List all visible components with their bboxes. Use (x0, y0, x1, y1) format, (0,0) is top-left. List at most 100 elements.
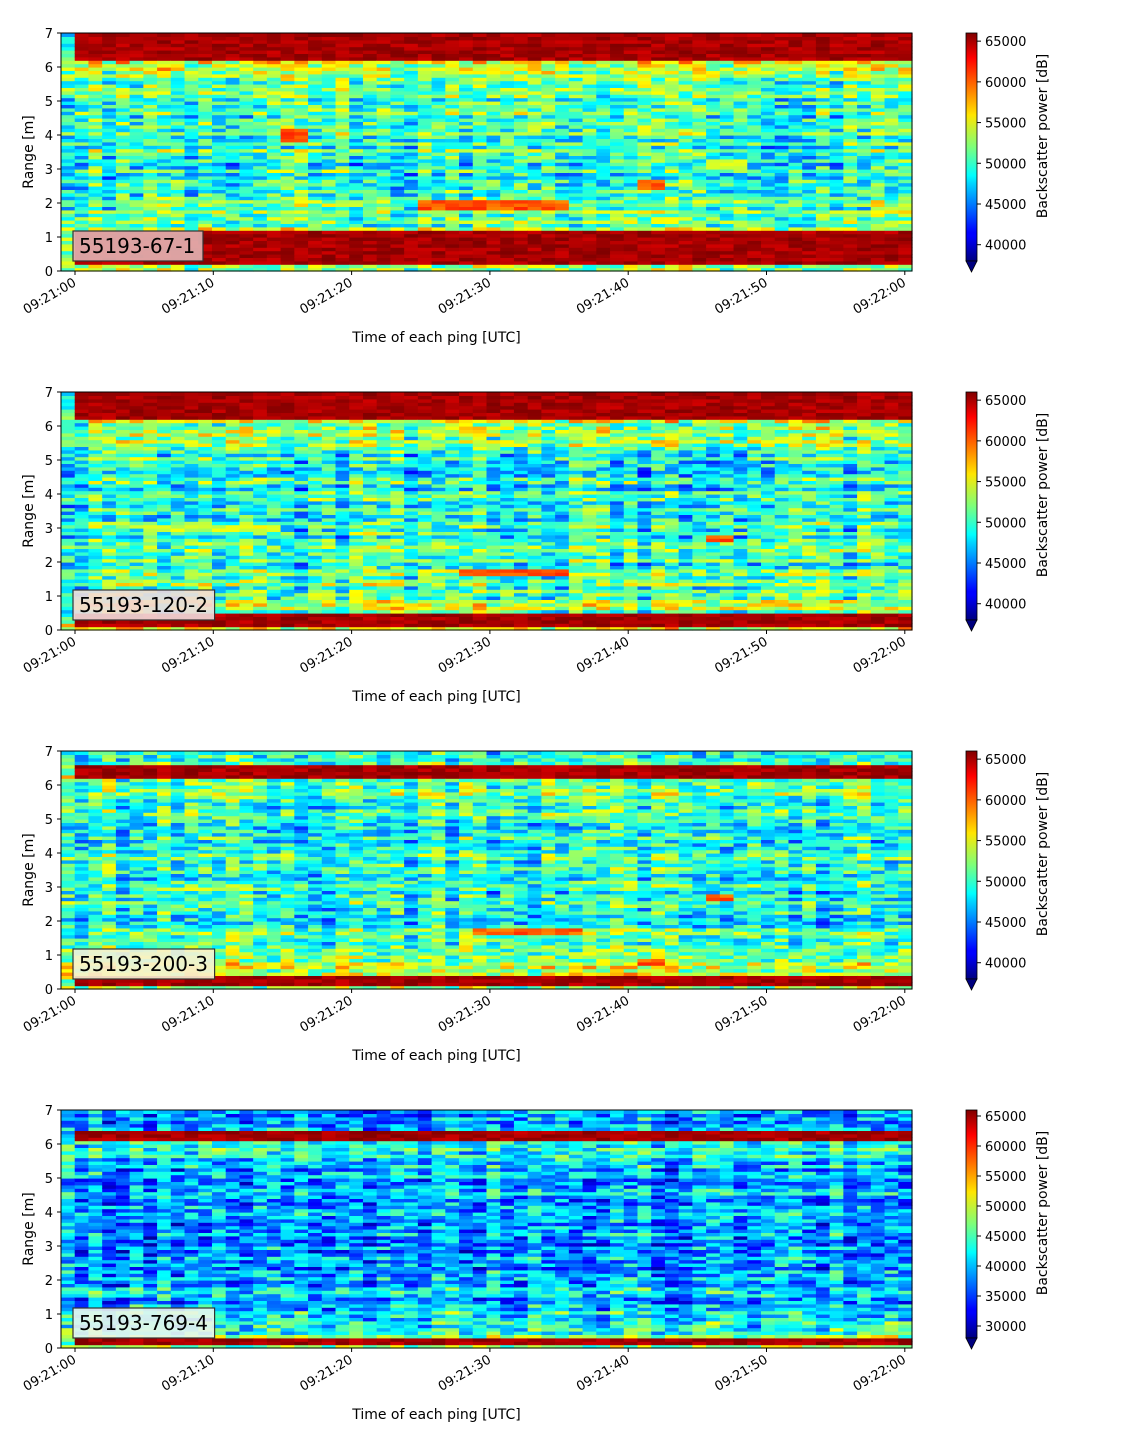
heatmap-cell (129, 223, 144, 228)
heatmap-cell (472, 114, 488, 119)
heatmap-cell (541, 247, 556, 252)
heatmap-cell (500, 189, 515, 194)
heatmap-cell (555, 209, 570, 214)
heatmap-cell (253, 60, 268, 65)
heatmap-cell (815, 250, 831, 255)
heatmap-cell (115, 162, 131, 167)
heatmap-cell (486, 203, 501, 207)
heatmap-cell (376, 182, 392, 187)
heatmap-cell (692, 199, 707, 204)
heatmap-cell (294, 121, 309, 126)
heatmap-cell (431, 223, 446, 228)
heatmap-cell (472, 141, 488, 146)
heatmap-cell (417, 240, 433, 245)
heatmap-cell (225, 33, 241, 37)
heatmap-cell (239, 220, 254, 224)
heatmap-cell (610, 118, 625, 122)
heatmap-cell (459, 131, 474, 136)
heatmap-cell (596, 33, 611, 37)
heatmap-cell (761, 148, 776, 153)
heatmap-cell (308, 199, 323, 204)
heatmap-cell (335, 203, 350, 207)
heatmap-cell (266, 213, 282, 218)
heatmap-cell (266, 226, 282, 231)
heatmap-cell (472, 135, 488, 139)
heatmap-cell (404, 155, 419, 160)
heatmap-cell (129, 203, 144, 207)
heatmap-cell (623, 80, 639, 85)
heatmap-cell (637, 60, 652, 65)
heatmap-cell (651, 158, 666, 163)
heatmap-cell (486, 240, 501, 245)
heatmap-cell (198, 87, 213, 92)
heatmap-cell (431, 43, 446, 48)
heatmap-cell (431, 124, 446, 129)
x-tick-label: 09:21:30 (436, 275, 494, 317)
heatmap-cell (500, 158, 515, 163)
heatmap-cell (349, 111, 364, 116)
heatmap-cell (376, 67, 392, 71)
heatmap-cell (513, 209, 529, 214)
heatmap-cell (225, 172, 241, 177)
heatmap-cell (404, 175, 419, 180)
heatmap-cell (431, 237, 446, 241)
heatmap-cell (610, 192, 625, 197)
heatmap-cell (623, 247, 639, 252)
heatmap-cell (225, 233, 241, 238)
heatmap-cell (157, 67, 172, 71)
heatmap-cell (335, 60, 350, 65)
heatmap-cell (308, 107, 323, 112)
heatmap-cell (211, 145, 227, 150)
heatmap-cell (198, 84, 213, 88)
heatmap-cell (445, 50, 460, 54)
heatmap-cell (349, 128, 364, 133)
heatmap-cell (761, 216, 776, 221)
heatmap-cell (184, 128, 199, 133)
heatmap-cell (692, 216, 707, 221)
heatmap-cell (376, 260, 392, 265)
heatmap-cell (362, 220, 378, 224)
heatmap-cell (513, 240, 529, 245)
heatmap-cell (61, 33, 76, 37)
heatmap-cell (157, 101, 172, 105)
heatmap-cell (555, 216, 570, 221)
heatmap-cell (857, 250, 872, 255)
heatmap-cell (253, 165, 268, 170)
heatmap-cell (527, 196, 543, 201)
heatmap-cell (637, 53, 652, 58)
heatmap-cell (870, 216, 886, 221)
heatmap-cell (733, 141, 748, 146)
heatmap-cell (349, 192, 364, 197)
heatmap-cell (431, 53, 446, 58)
heatmap-cell (486, 172, 501, 177)
heatmap-cell (610, 67, 625, 71)
heatmap-cell (239, 43, 254, 48)
heatmap-cell (102, 50, 117, 54)
heatmap-cell (211, 209, 227, 214)
heatmap-cell (321, 101, 337, 105)
heatmap-cell (445, 118, 460, 122)
heatmap-cell (637, 84, 652, 88)
heatmap-cell (335, 233, 350, 238)
heatmap-cell (623, 50, 639, 54)
heatmap-cell (596, 196, 611, 201)
heatmap-cell (266, 148, 282, 153)
heatmap-cell (582, 206, 597, 211)
heatmap-cell (513, 155, 529, 160)
heatmap-cell (637, 118, 652, 122)
heatmap-cell (61, 158, 76, 163)
heatmap-cell (349, 257, 364, 262)
heatmap-cell (170, 53, 186, 58)
heatmap-cell (170, 135, 186, 139)
heatmap-cell (129, 162, 144, 167)
heatmap-cell (664, 141, 680, 146)
heatmap-cell (88, 80, 103, 85)
heatmap-cell (157, 70, 172, 75)
heatmap-cell (637, 192, 652, 197)
heatmap-cell (335, 124, 350, 129)
heatmap-cell (541, 233, 556, 238)
heatmap-cell (610, 196, 625, 201)
heatmap-cell (61, 104, 76, 109)
heatmap-cell (678, 264, 693, 269)
heatmap-cell (623, 220, 639, 224)
